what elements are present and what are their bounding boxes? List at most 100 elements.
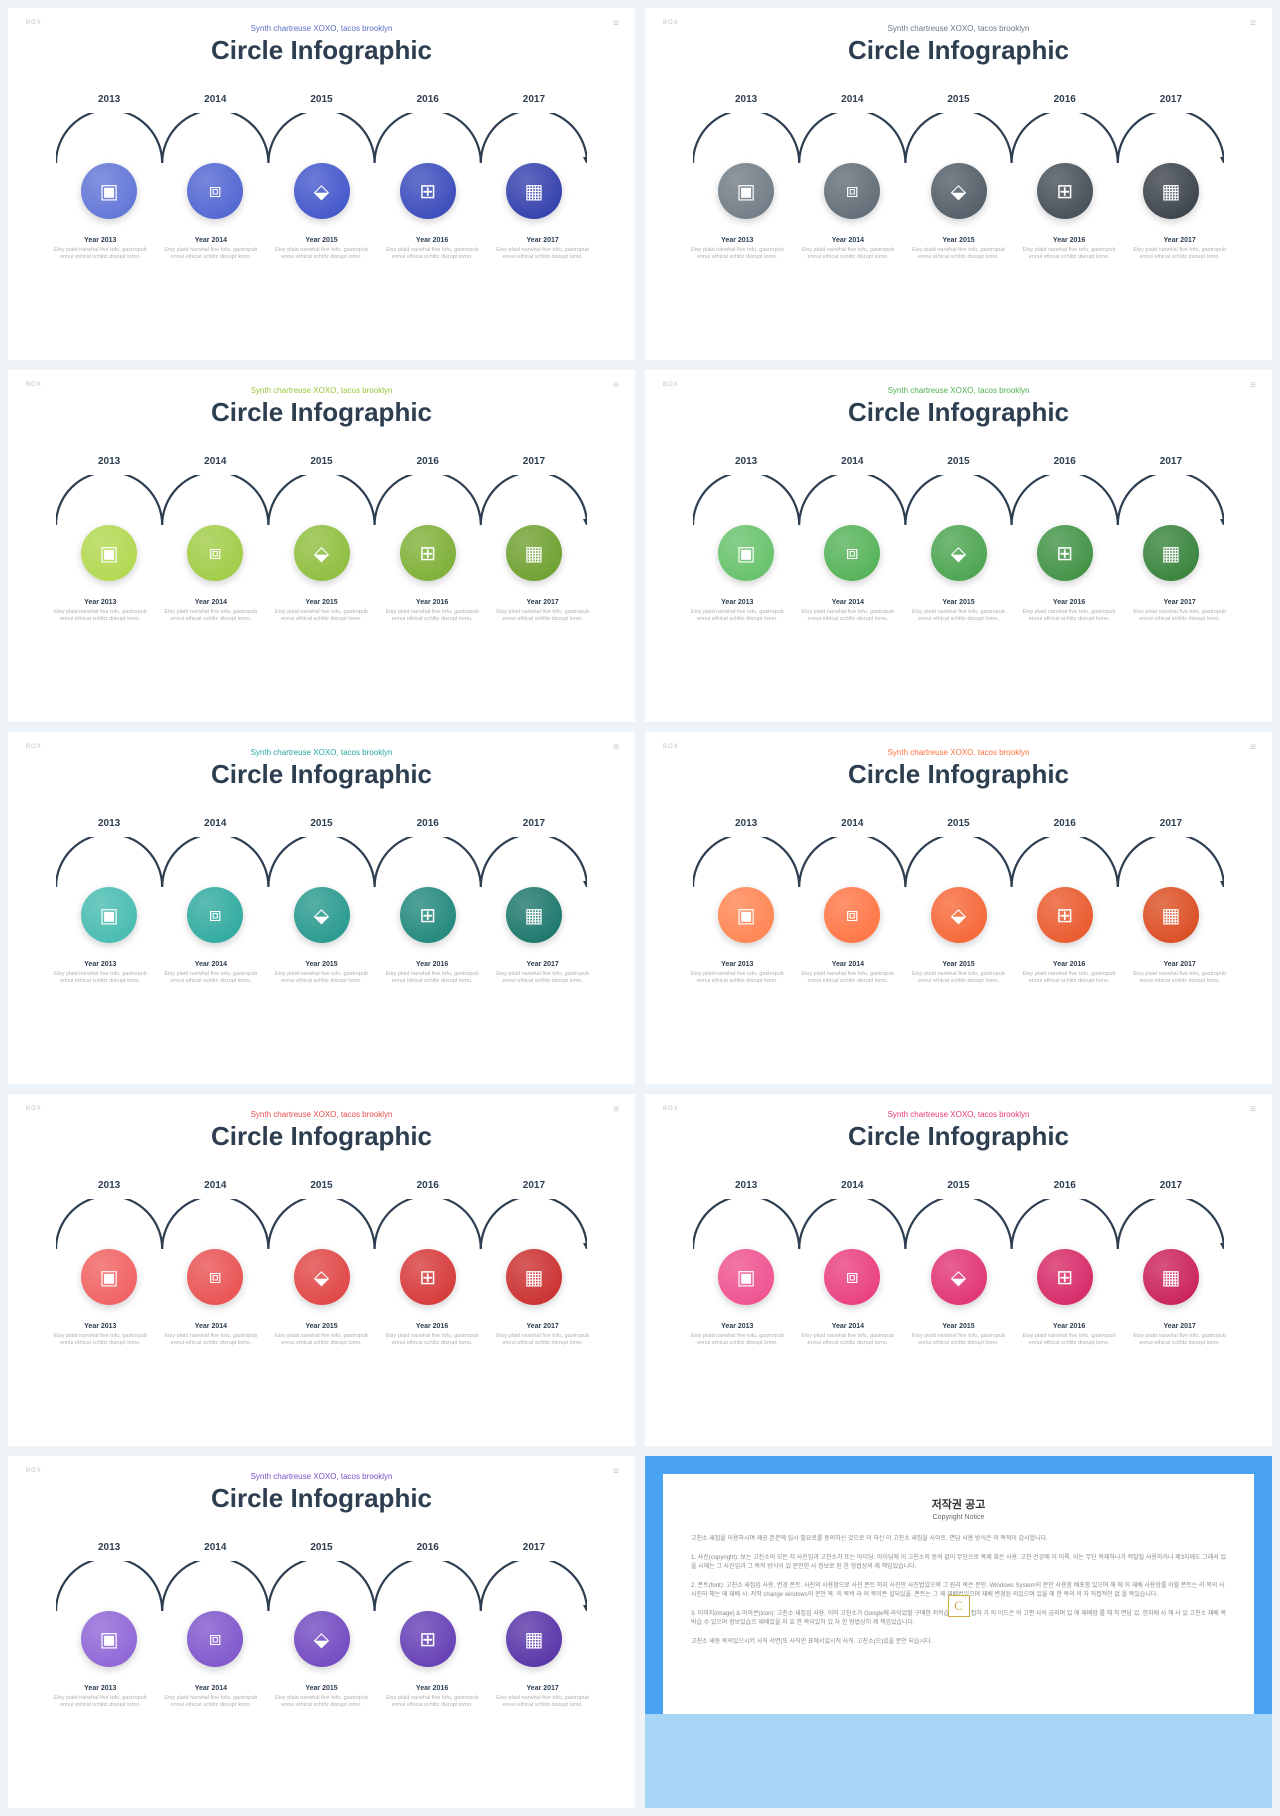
copyright-panel: 저작권 공고 Copyright Notice 고친소 새집을 이용하시며 제공… — [663, 1474, 1254, 1714]
year-label: 2014 — [799, 94, 905, 105]
menu-icon: ≡ — [1250, 1104, 1256, 1115]
slide-title: Circle Infographic — [28, 35, 615, 66]
year-label: 2014 — [162, 1180, 268, 1191]
year-label: 2015 — [905, 94, 1011, 105]
year-label: 2017 — [481, 1180, 587, 1191]
years-row: 20132014201520162017 — [56, 1542, 587, 1553]
timeline-node: ⊞ — [375, 887, 481, 943]
timeline-desc: Year 2016Etsy plaid narwhal five tofu, g… — [380, 1685, 485, 1710]
timeline-node: ⊞ — [1012, 1249, 1118, 1305]
years-row: 20132014201520162017 — [56, 456, 587, 467]
years-row: 20132014201520162017 — [693, 818, 1224, 829]
timeline-desc: Year 2017Etsy plaid narwhal five tofu, g… — [490, 961, 595, 986]
slide-tag: BOX — [26, 20, 42, 26]
timeline-node: ▦ — [1118, 525, 1224, 581]
timeline-desc: Year 2014Etsy plaid narwhal five tofu, g… — [796, 1323, 901, 1348]
timeline-descriptions: Year 2013Etsy plaid narwhal five tofu, g… — [48, 237, 595, 262]
year-label: 2015 — [268, 1180, 374, 1191]
timeline-arcs — [693, 837, 1224, 887]
timeline-node: ⬙ — [268, 1611, 374, 1667]
timeline-descriptions: Year 2013Etsy plaid narwhal five tofu, g… — [48, 599, 595, 624]
timeline-desc: Year 2015Etsy plaid narwhal five tofu, g… — [269, 961, 374, 986]
copyright-paragraph: 1. 사진(copyright): 보는 고친소의 모든 저 사진입과 고친소가… — [691, 1554, 1226, 1572]
infographic-slide-2: BOX ≡ Synth chartreuse XOXO, tacos brook… — [645, 8, 1272, 360]
year-label: 2013 — [56, 94, 162, 105]
slide-tag: BOX — [663, 20, 679, 26]
year-label: 2014 — [799, 1180, 905, 1191]
timeline-node: ⬙ — [905, 1249, 1011, 1305]
year-label: 2016 — [1012, 818, 1118, 829]
timeline-desc: Year 2016Etsy plaid narwhal five tofu, g… — [380, 237, 485, 262]
year-label: 2014 — [799, 456, 905, 467]
timeline-desc: Year 2013Etsy plaid narwhal five tofu, g… — [48, 961, 153, 986]
timeline-desc: Year 2016Etsy plaid narwhal five tofu, g… — [1017, 961, 1122, 986]
slide-tag: BOX — [663, 1106, 679, 1112]
year-label: 2017 — [1118, 94, 1224, 105]
year-label: 2015 — [905, 456, 1011, 467]
timeline-node: ▦ — [481, 525, 587, 581]
timeline-desc: Year 2016Etsy plaid narwhal five tofu, g… — [1017, 237, 1122, 262]
timeline-desc: Year 2015Etsy plaid narwhal five tofu, g… — [269, 1323, 374, 1348]
copyright-slide: 저작권 공고 Copyright Notice 고친소 새집을 이용하시며 제공… — [645, 1456, 1272, 1808]
infographic-slide-1: BOX ≡ Synth chartreuse XOXO, tacos brook… — [8, 8, 635, 360]
slide-subtitle: Synth chartreuse XOXO, tacos brooklyn — [28, 748, 615, 757]
slide-title: Circle Infographic — [28, 1121, 615, 1152]
timeline-node: ▣ — [56, 163, 162, 219]
timeline-node: ▦ — [1118, 163, 1224, 219]
menu-icon: ≡ — [613, 18, 619, 29]
timeline-desc: Year 2015Etsy plaid narwhal five tofu, g… — [906, 961, 1011, 986]
timeline-descriptions: Year 2013Etsy plaid narwhal five tofu, g… — [48, 961, 595, 986]
year-label: 2013 — [693, 94, 799, 105]
timeline-node: ▦ — [1118, 1249, 1224, 1305]
year-label: 2013 — [56, 456, 162, 467]
timeline-node: ▦ — [481, 1611, 587, 1667]
timeline-desc: Year 2016Etsy plaid narwhal five tofu, g… — [1017, 1323, 1122, 1348]
timeline-node: ⬙ — [268, 163, 374, 219]
timeline-desc: Year 2014Etsy plaid narwhal five tofu, g… — [159, 599, 264, 624]
timeline-desc: Year 2017Etsy plaid narwhal five tofu, g… — [1127, 599, 1232, 624]
infographic-slide-6: BOX ≡ Synth chartreuse XOXO, tacos brook… — [645, 732, 1272, 1084]
timeline-node: ▦ — [481, 163, 587, 219]
year-label: 2013 — [693, 1180, 799, 1191]
timeline-circles: ▣⧈⬙⊞▦ — [56, 887, 587, 943]
timeline-desc: Year 2014Etsy plaid narwhal five tofu, g… — [796, 237, 901, 262]
timeline-node: ⬙ — [268, 887, 374, 943]
timeline-arcs — [56, 113, 587, 163]
year-label: 2015 — [905, 818, 1011, 829]
slide-subtitle: Synth chartreuse XOXO, tacos brooklyn — [665, 748, 1252, 757]
slide-subtitle: Synth chartreuse XOXO, tacos brooklyn — [665, 1110, 1252, 1119]
timeline-node: ⧈ — [799, 887, 905, 943]
timeline-desc: Year 2015Etsy plaid narwhal five tofu, g… — [269, 237, 374, 262]
slide-tag: BOX — [26, 744, 42, 750]
year-label: 2013 — [56, 818, 162, 829]
timeline-circles: ▣⧈⬙⊞▦ — [693, 1249, 1224, 1305]
timeline-descriptions: Year 2013Etsy plaid narwhal five tofu, g… — [685, 961, 1232, 986]
timeline-circles: ▣⧈⬙⊞▦ — [693, 525, 1224, 581]
year-label: 2016 — [1012, 456, 1118, 467]
timeline-desc: Year 2013Etsy plaid narwhal five tofu, g… — [48, 1323, 153, 1348]
timeline-node: ⬙ — [905, 887, 1011, 943]
timeline-node: ▣ — [693, 1249, 799, 1305]
timeline-node: ⊞ — [1012, 525, 1118, 581]
year-label: 2014 — [162, 1542, 268, 1553]
menu-icon: ≡ — [613, 1104, 619, 1115]
timeline-circles: ▣⧈⬙⊞▦ — [693, 163, 1224, 219]
slide-title: Circle Infographic — [665, 35, 1252, 66]
timeline-node: ⧈ — [799, 525, 905, 581]
timeline-node: ▣ — [56, 1611, 162, 1667]
infographic-slide-5: BOX ≡ Synth chartreuse XOXO, tacos brook… — [8, 732, 635, 1084]
year-label: 2016 — [375, 94, 481, 105]
timeline-node: ▣ — [693, 887, 799, 943]
timeline-desc: Year 2016Etsy plaid narwhal five tofu, g… — [1017, 599, 1122, 624]
slide-tag: BOX — [26, 382, 42, 388]
timeline-arcs — [56, 1561, 587, 1611]
copyright-paragraph: 고친소 새동 목의있으시키 사직 서면(또 사직만 표에서있시직 사직. 고친소… — [691, 1638, 1226, 1647]
timeline-desc: Year 2015Etsy plaid narwhal five tofu, g… — [906, 237, 1011, 262]
timeline-node: ⬙ — [268, 1249, 374, 1305]
slide-title: Circle Infographic — [28, 1483, 615, 1514]
year-label: 2014 — [799, 818, 905, 829]
years-row: 20132014201520162017 — [693, 1180, 1224, 1191]
timeline-desc: Year 2017Etsy plaid narwhal five tofu, g… — [490, 599, 595, 624]
year-label: 2017 — [481, 1542, 587, 1553]
slide-tag: BOX — [663, 382, 679, 388]
